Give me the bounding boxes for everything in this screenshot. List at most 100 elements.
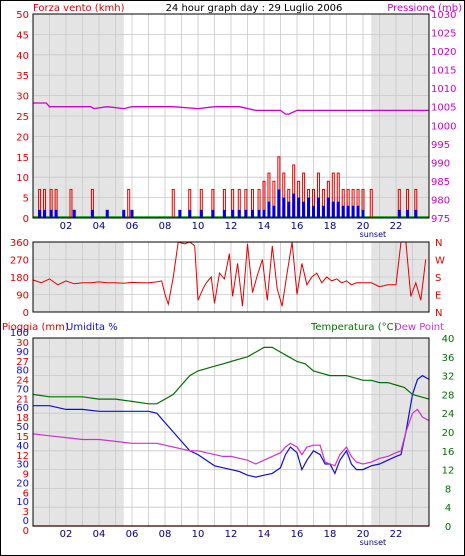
- temperature-line: [32, 346, 430, 405]
- humidity-tick-label: 90: [16, 347, 29, 358]
- wind-tick-label: 40: [16, 51, 29, 62]
- wind-bar: [231, 209, 235, 218]
- wind-bar: [321, 205, 325, 218]
- wind-bar: [356, 205, 360, 218]
- p3-x-tick-label: 20: [357, 529, 370, 540]
- p1-sunset-label: sunset: [360, 230, 387, 239]
- wind-tick-label: 15: [16, 153, 29, 164]
- wind-bar: [199, 209, 203, 218]
- dewpoint-title: Dew Point: [394, 322, 444, 333]
- wind-bar: [351, 205, 355, 218]
- wind-bar: [397, 209, 401, 218]
- wind-bar: [341, 205, 345, 218]
- wind-bar: [257, 209, 261, 218]
- wind-bar: [130, 209, 134, 218]
- p3-sunset-label: sunset: [360, 538, 387, 547]
- wind-bar: [222, 209, 226, 218]
- direction-line: [32, 241, 427, 307]
- humidity-title: Umidita %: [66, 322, 118, 333]
- p3-x-tick-label: 22: [390, 529, 403, 540]
- weather-panel: Pioggia (mm) Umidita % Temperatura (°C) …: [2, 322, 454, 547]
- compass-label: N: [435, 238, 442, 249]
- wind-tick-label: 25: [16, 112, 29, 123]
- rain-tick-label: 9: [23, 470, 29, 481]
- wind-bar: [250, 209, 254, 218]
- wind-bar: [237, 209, 241, 218]
- rain-tick-label: 27: [16, 357, 29, 368]
- graph-title: 24 hour graph day : 29 Luglio 2006: [166, 3, 343, 14]
- temperature-tick-label: 20: [442, 428, 455, 439]
- humidity-tick-label: 20: [16, 478, 29, 489]
- temperature-tick-label: 4: [445, 503, 451, 514]
- direction-tick-label: 0: [23, 308, 29, 319]
- wind-tick-label: 30: [16, 92, 29, 103]
- p1-x-tick-label: 16: [291, 221, 304, 232]
- wind-tick-label: 35: [16, 71, 29, 82]
- wind-bar: [406, 209, 410, 218]
- pressure-tick-label: 1030: [431, 10, 456, 21]
- p3-x-tick-label: 16: [291, 529, 304, 540]
- wind-bar: [312, 205, 315, 218]
- wind-tick-label: 45: [16, 30, 29, 41]
- wind-bar: [282, 197, 286, 218]
- humidity-tick-label: 0: [23, 516, 29, 527]
- rain-tick-label: 18: [16, 413, 29, 424]
- rain-tick-label: 3: [23, 507, 29, 518]
- direction-tick-label: 90: [16, 291, 29, 302]
- humidity-tick-label: 100: [10, 328, 29, 339]
- humidity-tick-label: 40: [16, 441, 29, 452]
- wind-bar: [178, 209, 182, 218]
- wind-bar: [336, 201, 340, 218]
- temperature-tick-label: 24: [442, 409, 455, 420]
- humidity-line: [33, 374, 430, 478]
- wind-bar: [361, 209, 365, 218]
- p1-x-tick-label: 12: [225, 221, 238, 232]
- temperature-tick-label: 40: [442, 334, 455, 345]
- p3-x-tick-label: 12: [225, 529, 238, 540]
- rain-tick-label: 12: [16, 451, 29, 462]
- wind-pressure-panel: 9759809859909951000100510101015102010251…: [16, 10, 456, 239]
- pressure-tick-label: 980: [431, 195, 450, 206]
- p1-x-tick-label: 08: [159, 221, 172, 232]
- wind-bar: [297, 197, 301, 218]
- rain-tick-label: 21: [16, 394, 29, 405]
- p1-x-tick-label: 22: [390, 221, 403, 232]
- p3-x-tick-label: 18: [324, 529, 337, 540]
- temperature-tick-label: 8: [445, 484, 451, 495]
- compass-label: S: [435, 273, 441, 284]
- wind-bar: [277, 189, 281, 218]
- compass-label: W: [435, 256, 445, 267]
- pressure-tick-label: 1000: [431, 121, 456, 132]
- p3-frame: [32, 337, 430, 527]
- p3-x-tick-label: 08: [159, 529, 172, 540]
- wind-bar: [188, 209, 192, 218]
- wind-bar: [267, 201, 271, 218]
- wind-bar: [244, 209, 248, 218]
- humidity-tick-label: 60: [16, 403, 29, 414]
- compass-label: N: [435, 308, 442, 319]
- rain-tick-label: 0: [23, 526, 29, 537]
- wind-bar: [90, 209, 94, 218]
- dewpoint-line: [32, 408, 430, 467]
- pressure-tick-label: 1025: [431, 29, 456, 40]
- wind-bar: [122, 209, 126, 218]
- temperature-tick-label: 12: [442, 466, 455, 477]
- wind-bar: [326, 197, 330, 218]
- temperature-tick-label: 36: [442, 353, 455, 364]
- humidity-tick-label: 80: [16, 366, 29, 377]
- wind-bar: [414, 209, 418, 218]
- temperature-tick-label: 28: [442, 390, 455, 401]
- p1-x-tick-label: 18: [324, 221, 337, 232]
- pressure-tick-label: 985: [431, 177, 450, 188]
- pressure-tick-label: 1015: [431, 66, 456, 77]
- humidity-tick-label: 10: [16, 497, 29, 508]
- wind-title: Forza vento (kmh): [33, 3, 125, 14]
- pressure-tick-label: 975: [431, 214, 450, 225]
- temperature-tick-label: 16: [442, 447, 455, 458]
- wind-bar: [72, 209, 76, 218]
- rain-tick-label: 6: [23, 488, 29, 499]
- pressure-title: Pressione (mb): [387, 3, 462, 14]
- wind-tick-label: 10: [16, 173, 29, 184]
- wind-bar: [262, 209, 266, 218]
